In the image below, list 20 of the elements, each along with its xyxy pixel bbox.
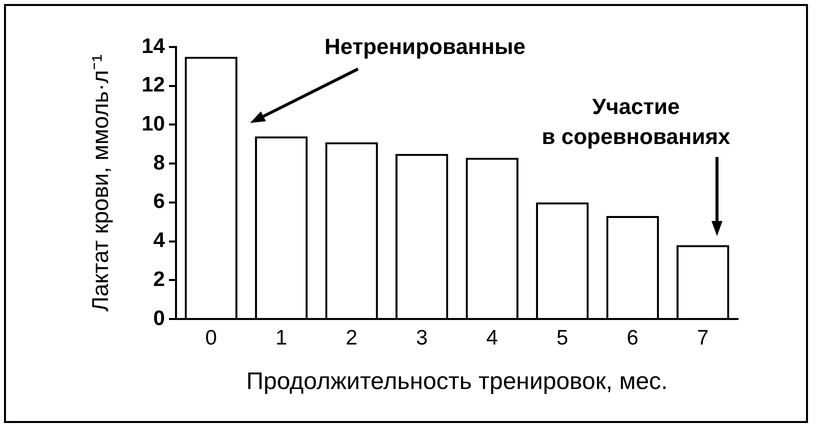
annotation: Участие в соревнованиях [542, 94, 732, 150]
y-tick-label: 8 [153, 151, 166, 174]
x-tick-label: 2 [346, 326, 358, 350]
y-tick-label: 4 [153, 229, 166, 252]
x-tick-label: 3 [416, 326, 428, 350]
y-axis-title: Лактат крови, ммоль·л⁻¹ [87, 54, 114, 312]
x-tick-label: 1 [275, 326, 288, 350]
y-tick-label: 14 [142, 34, 166, 58]
x-tick-label: 6 [626, 326, 638, 350]
x-tick-label: 0 [205, 326, 217, 350]
x-tick-label: 7 [697, 326, 709, 350]
x-tick-label: 4 [486, 326, 498, 350]
y-tick-label: 10 [142, 112, 165, 136]
x-tick-label: 5 [556, 326, 568, 350]
x-axis-title: Продолжительность тренировок, мес. [246, 368, 668, 396]
y-tick-label: 12 [142, 74, 165, 97]
y-tick-label: 6 [153, 190, 165, 214]
y-tick-label: 2 [153, 268, 165, 291]
y-tick-label: 0 [153, 306, 165, 330]
annotation: Нетренированные [324, 34, 526, 60]
